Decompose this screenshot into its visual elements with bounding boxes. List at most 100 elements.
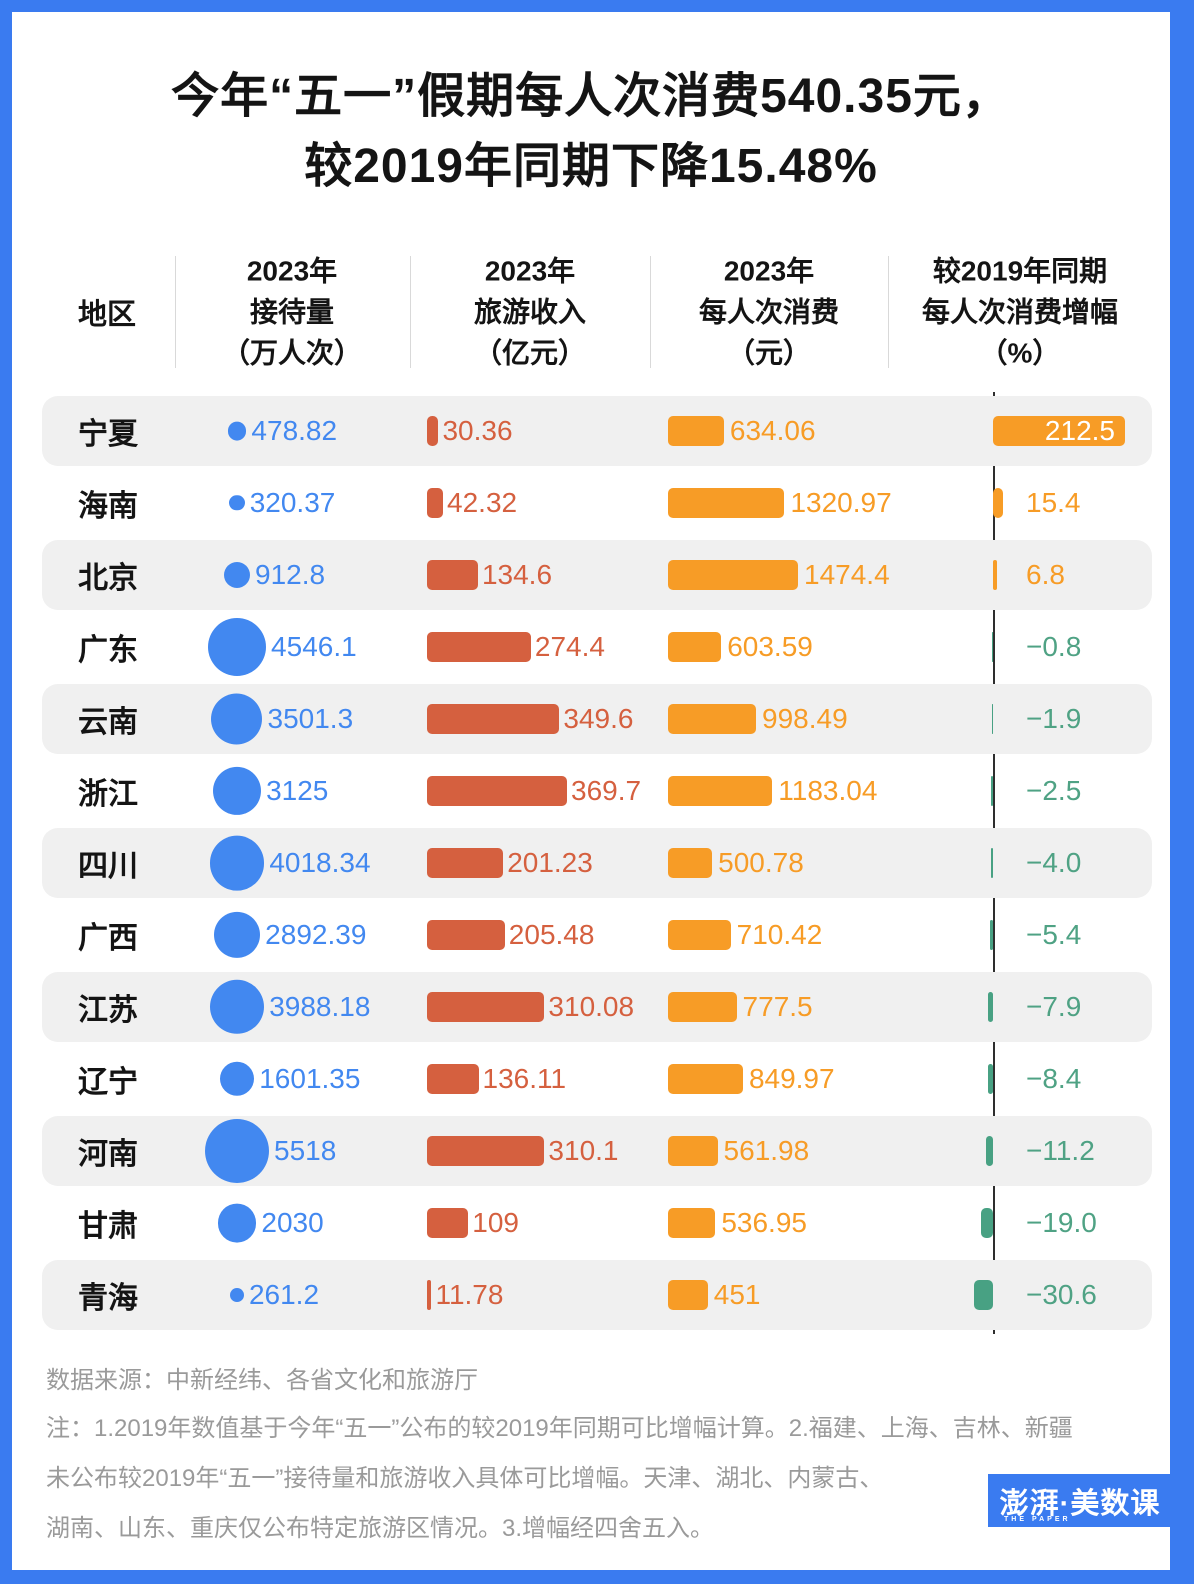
region-label: 宁夏 [78, 418, 138, 451]
region-label: 辽宁 [78, 1066, 138, 1099]
revenue-bar [427, 776, 567, 806]
revenue-value: 30.36 [442, 415, 513, 446]
revenue-value: 349.6 [563, 703, 634, 734]
table-header: 地区 2023年 接待量 （万人次） 2023年 旅游收入 （亿元） 2023年… [12, 248, 1170, 376]
spend-value: 451 [713, 1279, 761, 1310]
reception-circle [227, 421, 247, 441]
column-header-spend: 2023年 每人次消费 （元） [698, 255, 840, 369]
revenue-bar [427, 560, 478, 590]
spend-value: 500.78 [718, 847, 804, 878]
table-row: 宁夏 478.82 30.36 634.06 212.5 [42, 396, 1152, 466]
spend-value: 603.59 [727, 631, 813, 662]
chart-card: 今年“五一”假期每人次消费540.35元， 较2019年同期下降15.48% 地… [12, 12, 1172, 1570]
reception-circle [217, 1203, 257, 1243]
column-header-region: 地区 [78, 299, 137, 331]
growth-bar [987, 1064, 993, 1094]
spend-value: 849.97 [748, 1063, 835, 1094]
chart-title-line2: 较2019年同期下降15.48% [304, 140, 878, 193]
header-separator [410, 256, 411, 368]
spend-value: 561.98 [723, 1135, 810, 1166]
revenue-value: 369.7 [571, 775, 642, 806]
growth-value: 15.4 [1026, 487, 1081, 518]
growth-value: −5.4 [1026, 919, 1082, 950]
reception-value: 4546.1 [271, 631, 357, 662]
growth-bar [991, 704, 993, 734]
reception-value: 261.2 [248, 1279, 320, 1310]
spend-bar [668, 848, 713, 878]
revenue-bar [427, 992, 545, 1022]
chart-title-line1: 今年“五一”假期每人次消费540.35元， [171, 70, 1011, 123]
revenue-bar [427, 416, 439, 446]
spend-bar [668, 560, 798, 590]
revenue-bar [427, 704, 560, 734]
growth-bar [991, 776, 993, 806]
spend-bar [668, 992, 737, 1022]
growth-bar [989, 920, 993, 950]
revenue-value: 310.1 [548, 1135, 619, 1166]
table-row: 广西 2892.39 205.48 710.42 −5.4 [42, 900, 1152, 970]
growth-bar [991, 632, 993, 662]
header-separator [175, 256, 176, 368]
region-label: 广东 [78, 634, 138, 667]
reception-value: 2030 [261, 1207, 324, 1238]
region-label: 青海 [78, 1282, 138, 1315]
header-separator [650, 256, 651, 368]
reception-value: 3501.3 [267, 703, 354, 734]
spend-bar [668, 488, 785, 518]
revenue-bar [427, 1280, 432, 1310]
publisher-logo-en: THE PAPER [1004, 1516, 1071, 1523]
growth-bar [986, 1136, 993, 1166]
revenue-bar [427, 488, 444, 518]
table-row: 北京 912.8 134.6 1474.4 6.8 [42, 540, 1152, 610]
spend-bar [668, 920, 731, 950]
table-row: 河南 5518 310.1 561.98 −11.2 [42, 1116, 1152, 1186]
spend-value: 536.95 [721, 1207, 807, 1238]
revenue-value: 274.4 [534, 631, 605, 662]
data-source-text: 数据来源：中新经纬、各省文化和旅游厅 [46, 1367, 478, 1394]
growth-value: −4.0 [1026, 847, 1082, 878]
revenue-value: 134.6 [481, 559, 553, 590]
table-row: 广东 4546.1 274.4 603.59 −0.8 [42, 612, 1152, 682]
region-label: 四川 [78, 850, 138, 883]
reception-value: 320.37 [249, 487, 336, 518]
spend-value: 1183.04 [778, 775, 878, 806]
table-row: 辽宁 1601.35 136.11 849.97 −8.4 [42, 1044, 1152, 1114]
revenue-bar [427, 920, 505, 950]
publisher-logo-cn: 澎湃·美数课 [999, 1487, 1161, 1520]
growth-value: −0.8 [1026, 631, 1082, 662]
reception-value: 3125 [266, 775, 329, 806]
footnote-text: 注：1.2019年数值基于今年“五一”公布的较2019年同期可比增幅计算。2.福… [46, 1404, 1146, 1554]
reception-value: 4018.34 [269, 847, 371, 878]
spend-bar [668, 1064, 743, 1094]
spend-bar [668, 416, 724, 446]
publisher-logo: 澎湃·美数课 THE PAPER [988, 1474, 1172, 1527]
reception-circle [223, 561, 250, 589]
growth-bar [993, 560, 998, 590]
growth-bar [973, 1280, 993, 1310]
region-label: 河南 [78, 1138, 138, 1171]
revenue-value: 205.48 [508, 919, 595, 950]
table-row: 青海 261.2 11.78 451 −30.6 [42, 1260, 1152, 1330]
table-row: 云南 3501.3 349.6 998.49 −1.9 [42, 684, 1152, 754]
reception-value: 3988.18 [269, 991, 371, 1022]
region-label: 甘肃 [78, 1210, 138, 1243]
reception-circle [219, 1061, 255, 1097]
growth-bar [990, 848, 993, 878]
column-header-growth: 较2019年同期 每人次消费增幅 （%） [921, 255, 1119, 369]
spend-value: 634.06 [729, 415, 816, 446]
table-rows: 宁夏 478.82 30.36 634.06 212.5 海南 320.37 42.32 132… [42, 396, 1152, 1332]
revenue-value: 310.08 [548, 991, 635, 1022]
reception-value: 912.8 [255, 559, 326, 590]
region-label: 江苏 [78, 994, 138, 1027]
column-header-revenue: 2023年 旅游收入 （亿元） [473, 255, 587, 369]
growth-value: −1.9 [1026, 703, 1082, 734]
growth-bar [993, 488, 1003, 518]
header-separator [888, 256, 889, 368]
footnote-line2: 未公布较2019年“五一”接待量和旅游收入具体可比增幅。天津、湖北、内蒙古、 [46, 1465, 884, 1492]
table-row: 江苏 3988.18 310.08 777.5 −7.9 [42, 972, 1152, 1042]
spend-bar [668, 1208, 716, 1238]
reception-value: 5518 [274, 1135, 337, 1166]
revenue-bar [427, 848, 504, 878]
footnote-line3: 湖南、山东、重庆仅公布特定旅游区情况。3.增幅经四舍五入。 [46, 1515, 715, 1542]
